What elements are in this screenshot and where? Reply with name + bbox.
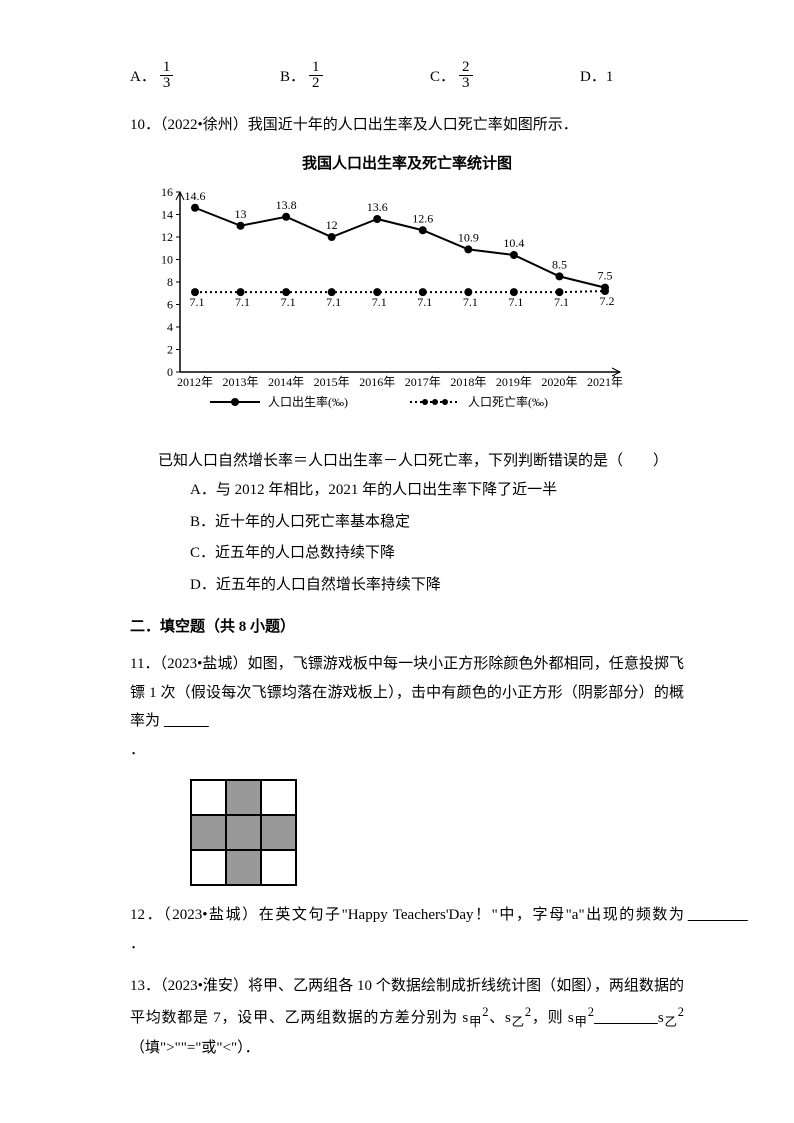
- svg-text:7.5: 7.5: [598, 269, 613, 283]
- option-b-label: B．: [280, 65, 305, 86]
- q10-option-c: C．近五年的人口总数持续下降: [130, 538, 684, 570]
- blank: [688, 907, 748, 923]
- question-9-options: A． 13 B． 12 C． 23 D．1: [130, 60, 684, 91]
- svg-text:人口死亡率(‰): 人口死亡率(‰): [468, 394, 548, 409]
- svg-text:2015年: 2015年: [314, 375, 350, 389]
- option-c-label: C．: [430, 65, 455, 86]
- question-10-tail: 已知人口自然增长率＝人口出生率－人口死亡率，下列判断错误的是（ ）: [130, 447, 684, 476]
- svg-text:10.4: 10.4: [503, 236, 524, 250]
- section-2-header: 二．填空题（共 8 小题）: [130, 615, 684, 636]
- q10-option-a: A．与 2012 年相比，2021 年的人口出生率下降了近一半: [130, 475, 684, 507]
- question-12: 12．（2023•盐城）在英文句子"Happy Teachers'Day！"中，…: [130, 901, 684, 958]
- option-b: B． 12: [280, 60, 430, 91]
- svg-text:2012年: 2012年: [177, 375, 213, 389]
- svg-text:6: 6: [167, 298, 173, 312]
- svg-text:14: 14: [161, 208, 173, 222]
- q11-stem: 11．（2023•盐城）如图，飞镖游戏板中每一块小正方形除颜色外都相同，任意投掷…: [130, 656, 684, 729]
- option-d: D．1: [580, 60, 613, 91]
- svg-text:13.8: 13.8: [276, 198, 297, 212]
- svg-text:2014年: 2014年: [268, 375, 304, 389]
- svg-text:12: 12: [326, 218, 338, 232]
- svg-text:2020年: 2020年: [541, 375, 577, 389]
- svg-text:14.6: 14.6: [185, 189, 206, 203]
- option-d-label: D．1: [580, 65, 613, 86]
- svg-text:4: 4: [167, 320, 173, 334]
- svg-text:12.6: 12.6: [412, 211, 433, 225]
- svg-text:7.1: 7.1: [554, 295, 569, 309]
- question-11: 11．（2023•盐城）如图，飞镖游戏板中每一块小正方形除颜色外都相同，任意投掷…: [130, 650, 684, 886]
- fraction: 13: [160, 60, 174, 91]
- svg-text:2018年: 2018年: [450, 375, 486, 389]
- blank: [164, 713, 209, 729]
- svg-text:7.1: 7.1: [372, 295, 387, 309]
- svg-text:7.1: 7.1: [463, 295, 478, 309]
- svg-text:7.1: 7.1: [326, 295, 341, 309]
- option-a-label: A．: [130, 65, 156, 86]
- svg-text:10: 10: [161, 253, 173, 267]
- svg-text:8: 8: [167, 275, 173, 289]
- svg-text:0: 0: [167, 365, 173, 379]
- svg-text:7.1: 7.1: [417, 295, 432, 309]
- svg-text:2013年: 2013年: [223, 375, 259, 389]
- q10-option-b: B．近十年的人口死亡率基本稳定: [130, 507, 684, 539]
- svg-text:2: 2: [167, 343, 173, 357]
- svg-text:16: 16: [161, 185, 173, 199]
- svg-text:13.6: 13.6: [367, 200, 388, 214]
- fraction: 23: [459, 60, 473, 91]
- svg-text:7.1: 7.1: [190, 295, 205, 309]
- svg-text:2016年: 2016年: [359, 375, 395, 389]
- svg-text:2017年: 2017年: [405, 375, 441, 389]
- svg-text:7.1: 7.1: [508, 295, 523, 309]
- chart-svg: 0 2 4 6 8 10 12 14 16 2012年 2013年 2014年 2015年 2016年 20…: [150, 182, 630, 432]
- q12-stem: 12．（2023•盐城）在英文句子"Happy Teachers'Day！"中，…: [130, 907, 688, 923]
- q10-option-d: D．近五年的人口自然增长率持续下降: [130, 570, 684, 602]
- svg-text:13: 13: [235, 207, 247, 221]
- blank: [594, 1010, 658, 1026]
- fraction: 12: [309, 60, 323, 91]
- svg-text:2019年: 2019年: [496, 375, 532, 389]
- svg-text:12: 12: [161, 230, 173, 244]
- question-10-stem: 10．（2022•徐州）我国近十年的人口出生率及人口死亡率如图所示．: [130, 117, 578, 133]
- question-10: 10．（2022•徐州）我国近十年的人口出生率及人口死亡率如图所示． 我国人口出…: [130, 111, 684, 601]
- svg-text:10.9: 10.9: [458, 230, 479, 244]
- chart-title: 我国人口出生率及死亡率统计图: [130, 150, 684, 179]
- svg-text:7.2: 7.2: [600, 294, 615, 308]
- svg-text:人口出生率(‰): 人口出生率(‰): [268, 394, 348, 409]
- dartboard-grid: [190, 779, 297, 886]
- svg-text:7.1: 7.1: [235, 295, 250, 309]
- option-c: C． 23: [430, 60, 580, 91]
- svg-text:2021年: 2021年: [587, 375, 623, 389]
- population-chart: 0 2 4 6 8 10 12 14 16 2012年 2013年 2014年 2015年 2016年 20…: [150, 182, 630, 443]
- svg-text:8.5: 8.5: [552, 257, 567, 271]
- svg-text:7.1: 7.1: [281, 295, 296, 309]
- option-a: A． 13: [130, 60, 280, 91]
- question-13: 13．（2023•淮安）将甲、乙两组各 10 个数据绘制成折线统计图（如图），两…: [130, 972, 684, 1063]
